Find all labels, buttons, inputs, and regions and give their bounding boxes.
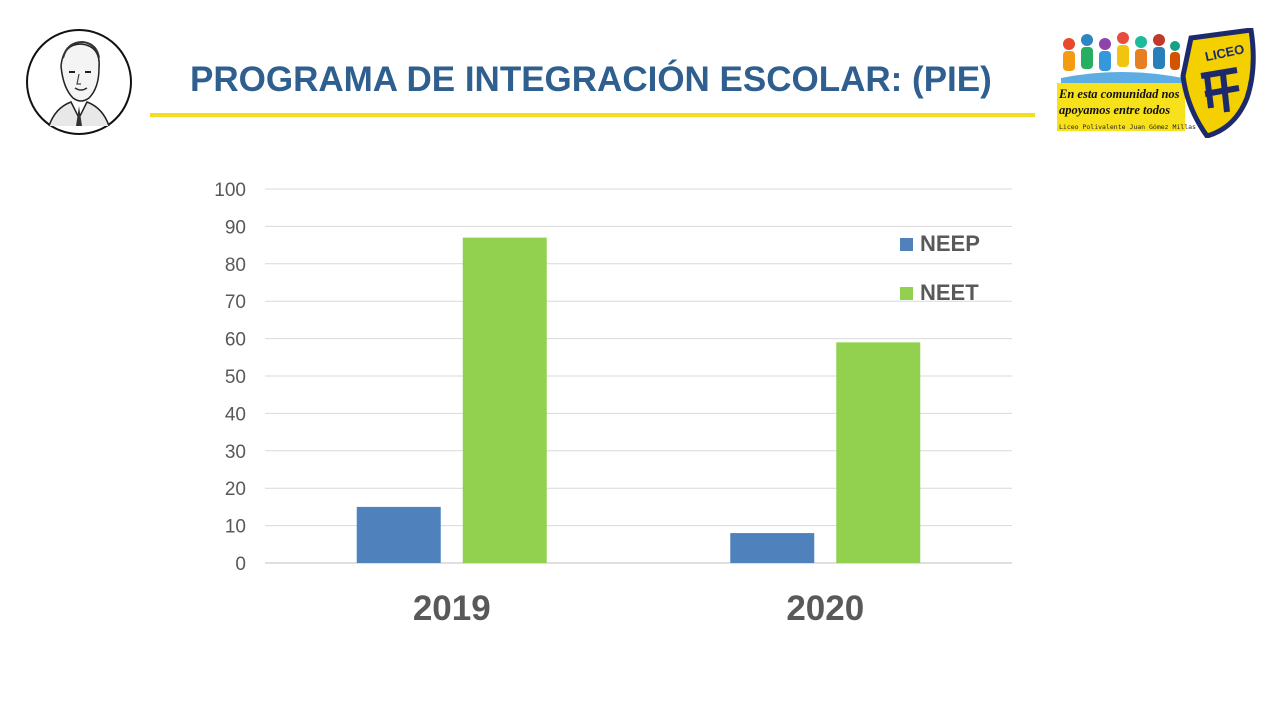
bar-neet-2020 [836,342,921,563]
y-tick-label-0: 0 [235,554,246,575]
portrait-logo [26,29,132,135]
y-tick-label-40: 40 [225,404,246,425]
page-title: PROGRAMA DE INTEGRACIÓN ESCOLAR: (PIE) [190,60,992,99]
y-tick-label-20: 20 [225,479,246,500]
banner-line-1: En esta comunidad nos [1059,87,1180,101]
y-tick-label-90: 90 [225,217,246,238]
y-tick-label-50: 50 [225,367,246,388]
y-tick-label-10: 10 [225,517,246,538]
bar-neep-2019 [356,506,441,563]
school-logo: En esta comunidad nos apoyamos entre tod… [1057,28,1260,138]
y-tick-label-70: 70 [225,292,246,313]
x-tick-label-2020: 2020 [786,589,864,628]
title-underline [150,113,1035,117]
y-tick-label-60: 60 [225,330,246,351]
y-tick-label-100: 100 [214,180,246,201]
banner-line-2: apoyamos entre todos [1059,103,1171,117]
legend-item-neep: NEEP [900,231,980,256]
bar-neep-2020 [730,533,815,563]
people-illustration [1061,32,1183,86]
logo-banner: En esta comunidad nos apoyamos entre tod… [1057,83,1185,163]
bar-neet-2019 [462,237,547,563]
y-tick-label-80: 80 [225,255,246,276]
banner-subtitle: Liceo Polivalente Juan Gómez Millas [1059,123,1196,131]
shield-logo: LICEO [1180,28,1256,138]
legend-swatch-neet [900,286,913,300]
x-tick-label-2019: 2019 [413,589,491,628]
legend-label-neep: NEEP [920,231,980,256]
legend-label-neet: NEET [920,280,979,305]
legend-item-neet: NEET [900,280,979,305]
y-tick-label-30: 30 [225,442,246,463]
legend-swatch-neep [900,237,913,251]
